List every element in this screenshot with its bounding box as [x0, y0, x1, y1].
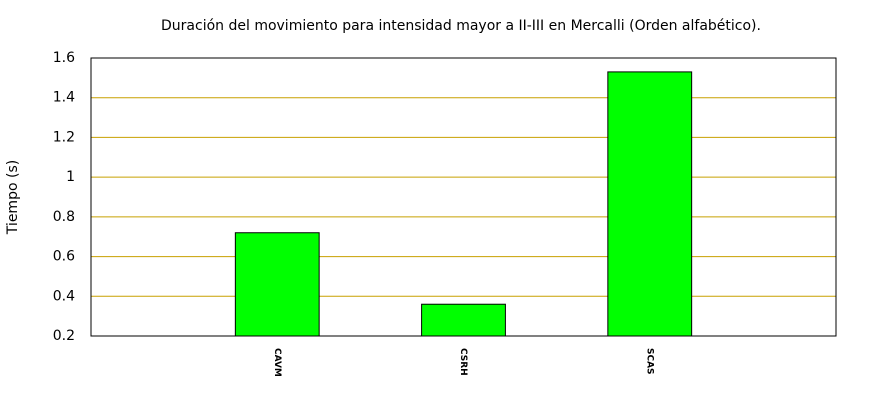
plot-frame	[90, 57, 837, 337]
chart-title: Duración del movimiento para intensidad …	[161, 18, 761, 34]
y-tick-label: 1.6	[53, 50, 75, 66]
x-tick-label: CSRH	[458, 348, 468, 376]
y-tick-label: 0.6	[53, 249, 75, 265]
y-tick-label: 1.2	[53, 129, 75, 145]
bar	[607, 71, 693, 337]
x-tick-label: CAVM	[272, 348, 282, 377]
x-tick-label: SCAS	[644, 348, 654, 375]
bar	[421, 303, 506, 337]
bar	[234, 232, 320, 337]
y-tick-label: 0.2	[53, 328, 75, 344]
y-tick-label: 0.8	[53, 209, 75, 225]
y-tick-label: 1.4	[53, 90, 75, 106]
y-tick-label: 0.4	[53, 288, 75, 304]
y-tick-label: 1	[66, 169, 75, 185]
y-axis-label: Tiempo (s)	[5, 160, 21, 235]
